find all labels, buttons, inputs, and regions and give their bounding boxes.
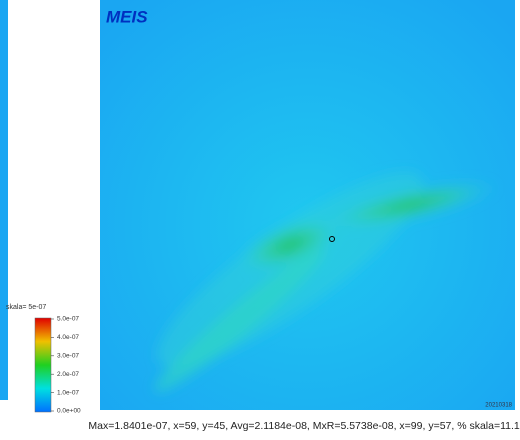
side-strip bbox=[0, 0, 8, 400]
legend-tick-label: 5.0e-07 bbox=[57, 316, 79, 323]
footer-stats: Max=1.8401e-07, x=59, y=45, Avg=2.1184e-… bbox=[88, 420, 520, 432]
plume bbox=[155, 172, 499, 392]
legend-tick-label: 4.0e-07 bbox=[57, 334, 79, 341]
legend-tick-label: 3.0e-07 bbox=[57, 353, 79, 360]
legend-tick-label: 2.0e-07 bbox=[57, 371, 79, 378]
source-marker bbox=[329, 236, 335, 242]
logo: MEIS bbox=[106, 7, 148, 26]
legend-title: skala= 5e-07 bbox=[6, 304, 46, 311]
legend-tick-label: 1.0e-07 bbox=[57, 389, 79, 396]
date: 20210318 bbox=[485, 403, 512, 409]
colorbar bbox=[34, 317, 52, 413]
legend-tick-label: 0.0e+00 bbox=[57, 408, 81, 415]
